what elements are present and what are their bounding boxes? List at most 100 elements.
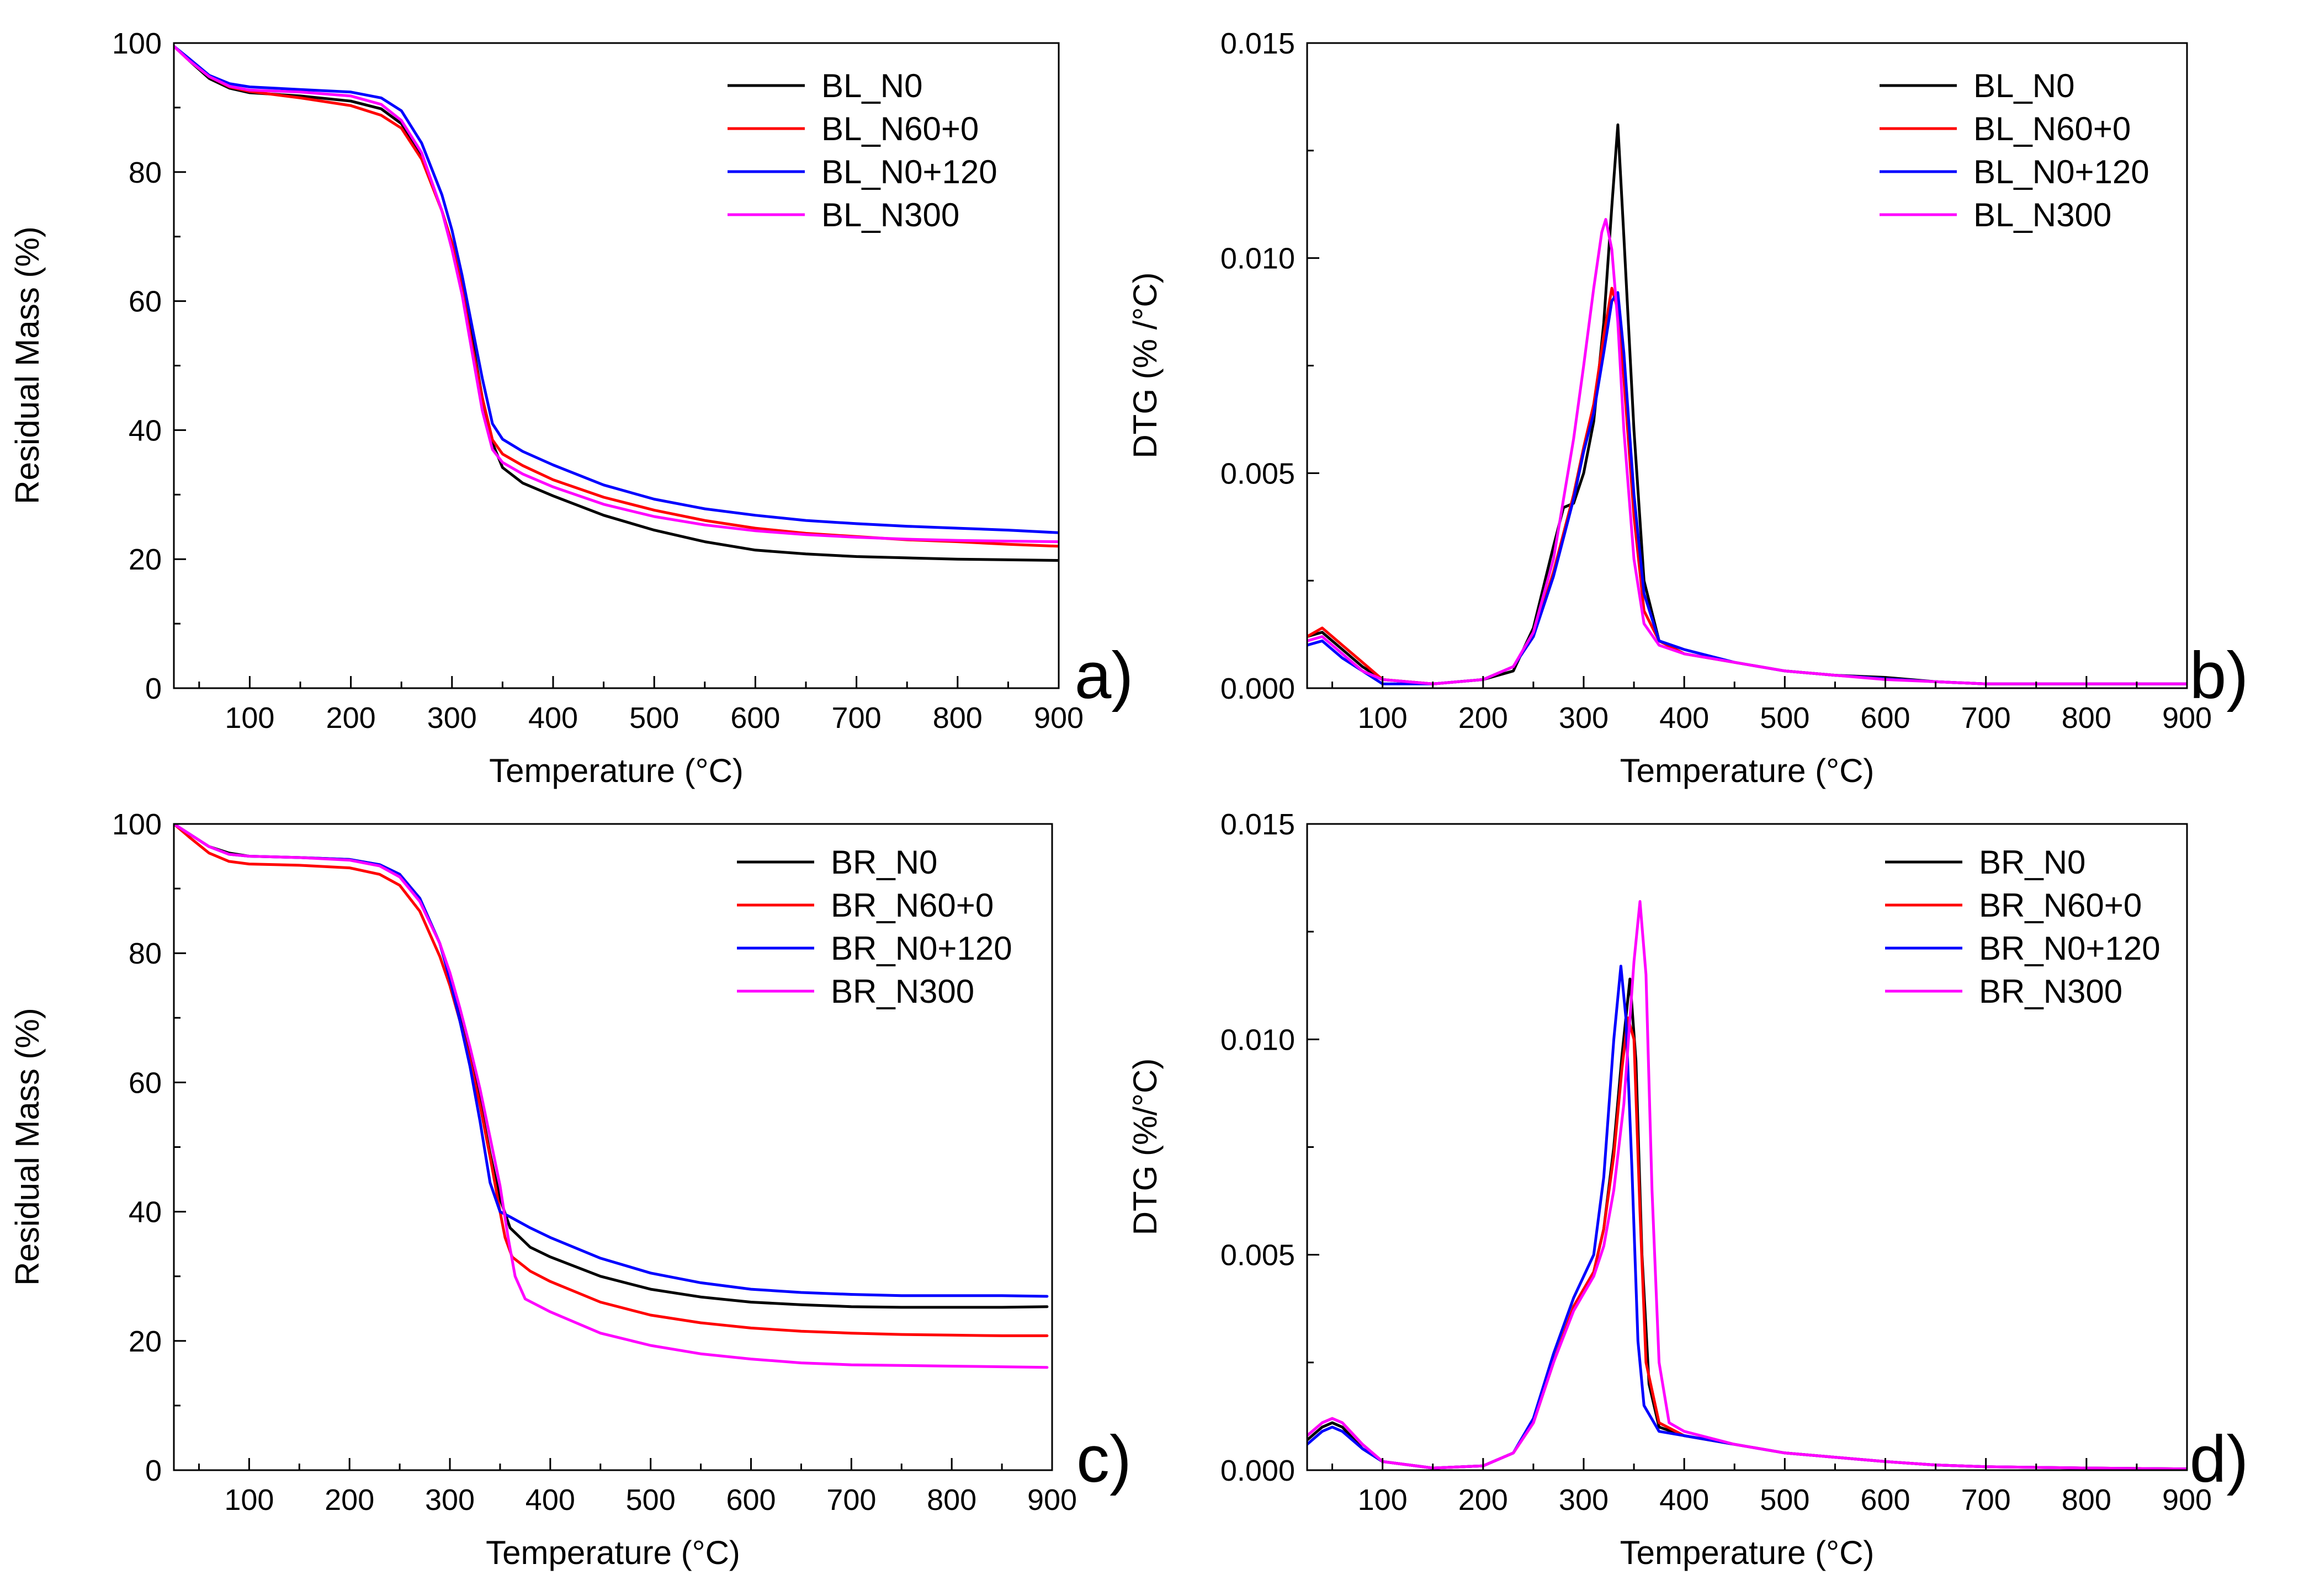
panel-d: 100 200 300 400 500 600 700 800 900 0.000 0.005 0.0… [1127, 808, 2248, 1571]
x-tick-label: 400 [526, 1483, 575, 1517]
y-tick-label: 60 [129, 285, 162, 318]
y-tick-label: 0.010 [1220, 1023, 1295, 1056]
x-tick-label: 600 [1860, 701, 1910, 735]
x-tick-label: 200 [325, 1483, 374, 1517]
x-tick-label: 900 [1027, 1483, 1077, 1517]
x-tick-label: 200 [1458, 1483, 1508, 1517]
legend-entry: BL_N0 [1973, 67, 2074, 104]
x-tick-label: 800 [2062, 701, 2111, 735]
y-tick-label: 0 [145, 672, 162, 705]
panel-label: a) [1075, 639, 1134, 712]
legend-entry: BL_N60+0 [821, 110, 979, 147]
legend-entry: BR_N60+0 [1979, 887, 2142, 924]
x-tick-label: 600 [730, 701, 780, 735]
x-tick-label: 800 [933, 701, 983, 735]
x-tick-label: 700 [1961, 1483, 2011, 1517]
series-line-BL_N300 [174, 45, 1059, 544]
series-line-BL_N0+120 [1307, 291, 2187, 685]
panel-b: 100 200 300 400 500 600 700 800 900 0.000 0.005 0.0… [1127, 27, 2248, 789]
x-tick-label: 800 [927, 1483, 976, 1517]
x-axis-label: Temperature (°C) [489, 752, 744, 789]
x-tick-label: 100 [1358, 701, 1408, 735]
x-tick-label: 600 [726, 1483, 776, 1517]
y-tick-label: 0.000 [1220, 1454, 1295, 1487]
series-line-BR_N300 [1307, 900, 2187, 1470]
x-tick-label: 900 [2162, 701, 2212, 735]
legend-entry: BL_N300 [821, 196, 959, 233]
legend-entry: BL_N300 [1973, 196, 2111, 233]
x-tick-label: 500 [626, 1483, 676, 1517]
series-line-BR_N60+0 [174, 824, 1049, 1337]
x-tick-label: 300 [427, 701, 477, 735]
legend: BL_N0 BL_N60+0 BL_N0+120 BL_N300 [728, 67, 997, 233]
x-tick-label: 500 [1760, 701, 1809, 735]
legend-entry: BR_N300 [831, 973, 974, 1010]
panel-c: 100 200 300 400 500 600 700 800 900 0 20 40 60 80 100 T… [9, 808, 1132, 1571]
x-tick-label: 900 [2162, 1483, 2212, 1517]
y-axis-label: Residual Mass (%) [9, 226, 46, 504]
x-tick-label: 700 [832, 701, 882, 735]
panel-label: c) [1076, 1422, 1132, 1496]
y-tick-label: 0.010 [1220, 242, 1295, 275]
y-tick-label: 40 [129, 1196, 162, 1229]
y-axis-label: DTG (%/°C) [1127, 1058, 1164, 1236]
series-line-BR_N300 [174, 824, 1049, 1369]
x-tick-label: 400 [1659, 1483, 1709, 1517]
y-tick-label: 80 [129, 937, 162, 970]
legend-entry: BR_N0 [1979, 844, 2085, 881]
x-tick-label: 800 [2062, 1483, 2111, 1517]
y-tick-label: 60 [129, 1066, 162, 1099]
x-tick-label: 300 [1559, 701, 1609, 735]
legend-entry: BL_N0+120 [1973, 153, 2149, 190]
panel-label: b) [2190, 639, 2249, 712]
legend-entry: BR_N60+0 [831, 887, 994, 924]
y-tick-label: 0.015 [1220, 808, 1295, 841]
x-tick-label: 100 [224, 1483, 274, 1517]
x-tick-label: 200 [326, 701, 376, 735]
legend: BR_N0 BR_N60+0 BR_N0+120 BR_N300 [737, 844, 1012, 1010]
y-axis-label: DTG (% /°C) [1127, 272, 1164, 458]
legend: BR_N0 BR_N60+0 BR_N0+120 BR_N300 [1885, 844, 2161, 1010]
y-tick-label: 20 [129, 1325, 162, 1358]
series-line-BR_N0+120 [1307, 965, 2187, 1470]
y-axis-label: Residual Mass (%) [9, 1008, 46, 1285]
series-line-BL_N0+120 [174, 45, 1059, 534]
y-tick-label: 100 [112, 27, 162, 60]
legend: BL_N0 BL_N60+0 BL_N0+120 BL_N300 [1880, 67, 2149, 233]
panel-label: d) [2190, 1422, 2249, 1496]
legend-entry: BR_N0+120 [1979, 930, 2161, 967]
y-tick-label: 0.015 [1220, 27, 1295, 60]
x-axis-label: Temperature (°C) [1620, 752, 1875, 789]
series-line-BL_N300 [1307, 218, 2187, 685]
x-tick-label: 700 [1961, 701, 2011, 735]
x-tick-label: 400 [1659, 701, 1709, 735]
legend-entry: BL_N0+120 [821, 153, 997, 190]
x-tick-label: 700 [826, 1483, 876, 1517]
x-tick-label: 400 [528, 701, 578, 735]
y-tick-label: 0 [145, 1454, 162, 1487]
series-line-BR_N60+0 [1307, 1016, 2187, 1470]
y-tick-label: 0.005 [1220, 1239, 1295, 1272]
legend-entry: BL_N60+0 [1973, 110, 2131, 147]
x-tick-label: 100 [225, 701, 274, 735]
x-tick-label: 100 [1358, 1483, 1408, 1517]
x-tick-label: 600 [1860, 1483, 1910, 1517]
legend-entry: BL_N0 [821, 67, 922, 104]
series-line-BL_N60+0 [1307, 286, 2187, 685]
x-axis-label: Temperature (°C) [1620, 1534, 1875, 1571]
legend-entry: BR_N0 [831, 844, 937, 881]
panel-a: 100 200 300 400 500 600 700 800 900 0 20 40 60 80 100 T… [9, 27, 1133, 789]
series-line-BR_N0 [1307, 977, 2187, 1470]
x-tick-label: 500 [1760, 1483, 1809, 1517]
y-tick-label: 0.005 [1220, 457, 1295, 490]
x-tick-label: 500 [629, 701, 679, 735]
y-tick-label: 20 [129, 543, 162, 576]
x-tick-label: 200 [1458, 701, 1508, 735]
legend-entry: BR_N0+120 [831, 930, 1012, 967]
legend-entry: BR_N300 [1979, 973, 2122, 1010]
x-tick-label: 900 [1034, 701, 1084, 735]
y-tick-label: 100 [112, 808, 162, 841]
y-tick-label: 0.000 [1220, 672, 1295, 705]
